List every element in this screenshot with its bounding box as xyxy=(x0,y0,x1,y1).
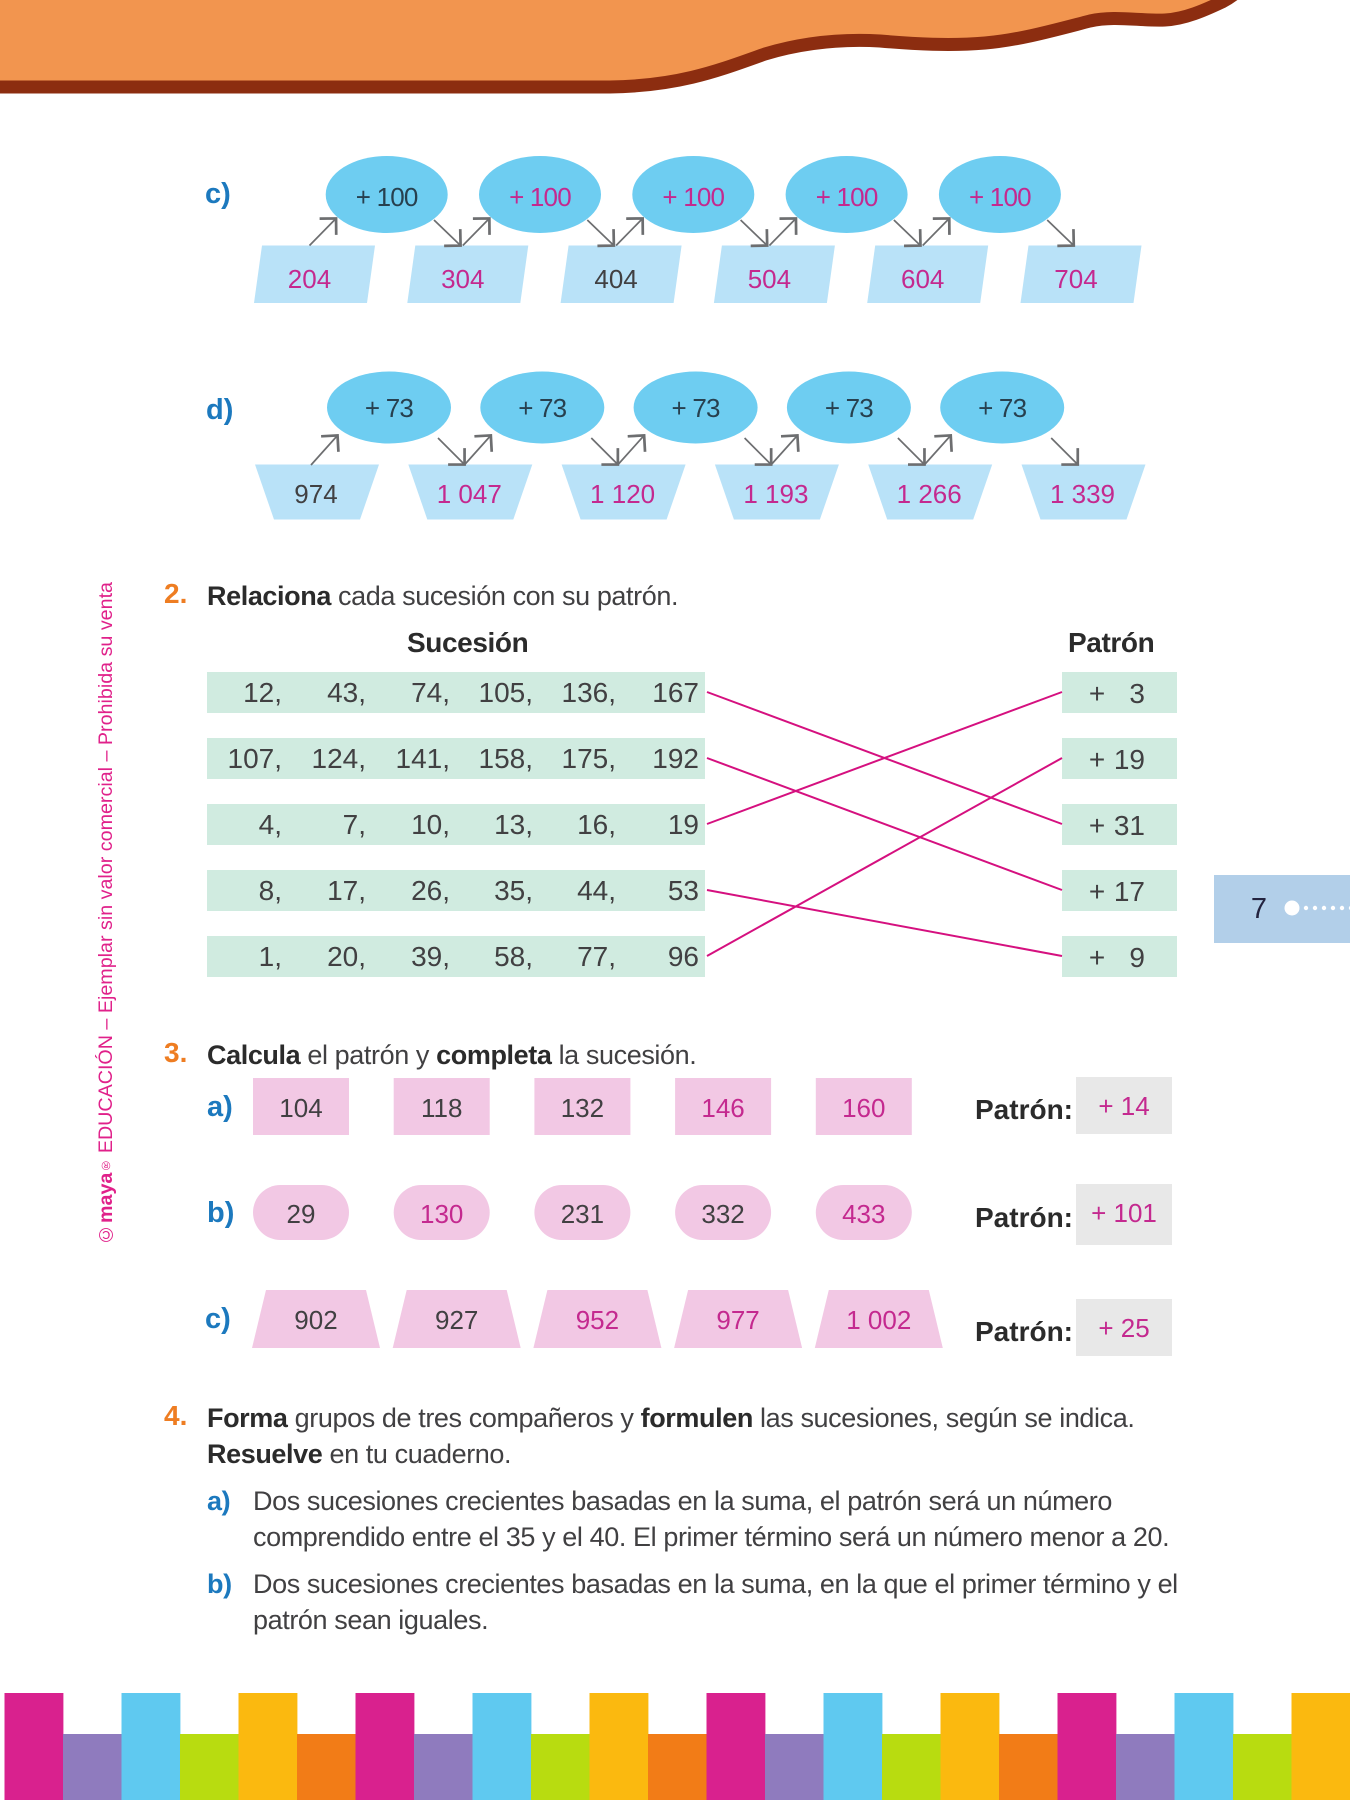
svg-text:104: 104 xyxy=(279,1093,322,1123)
svg-text:192: 192 xyxy=(652,743,699,774)
svg-text:+ 73: + 73 xyxy=(672,393,720,423)
svg-text:53: 53 xyxy=(668,875,699,906)
svg-text:+ 25: + 25 xyxy=(1098,1313,1149,1343)
svg-text:332: 332 xyxy=(701,1199,744,1229)
svg-text:+ 73: + 73 xyxy=(518,393,566,423)
svg-text:35,: 35, xyxy=(494,875,533,906)
svg-text:16,: 16, xyxy=(577,809,616,840)
svg-text:974: 974 xyxy=(294,479,337,509)
svg-text:+: + xyxy=(1089,678,1105,709)
svg-text:+ 73: + 73 xyxy=(825,393,873,423)
svg-text:304: 304 xyxy=(441,264,484,294)
svg-text:1 266: 1 266 xyxy=(897,479,962,509)
svg-text:b): b) xyxy=(207,1197,234,1229)
svg-text:132: 132 xyxy=(561,1093,604,1123)
svg-text:10,: 10, xyxy=(411,809,450,840)
svg-text:+ 100: + 100 xyxy=(509,182,571,212)
svg-text:141,: 141, xyxy=(396,743,451,774)
svg-text:1 339: 1 339 xyxy=(1050,479,1115,509)
svg-text:a): a) xyxy=(207,1091,233,1123)
svg-text:952: 952 xyxy=(576,1305,619,1335)
svg-text:26,: 26, xyxy=(411,875,450,906)
svg-text:231: 231 xyxy=(561,1199,604,1229)
svg-text:204: 204 xyxy=(288,264,331,294)
svg-text:175,: 175, xyxy=(562,743,617,774)
svg-text:1 193: 1 193 xyxy=(743,479,808,509)
svg-text:7,: 7, xyxy=(343,809,366,840)
svg-text:74,: 74, xyxy=(411,677,450,708)
svg-text:1 002: 1 002 xyxy=(846,1305,911,1335)
svg-text:136,: 136, xyxy=(562,677,617,708)
svg-text:1,: 1, xyxy=(259,941,282,972)
svg-text:433: 433 xyxy=(842,1199,885,1229)
svg-text:1 047: 1 047 xyxy=(437,479,502,509)
svg-text:17: 17 xyxy=(1114,876,1145,907)
svg-text:19: 19 xyxy=(1114,744,1145,775)
svg-text:118: 118 xyxy=(421,1093,462,1123)
svg-text:3: 3 xyxy=(1129,678,1145,709)
svg-text:107,: 107, xyxy=(228,743,283,774)
svg-text:d): d) xyxy=(206,394,233,426)
svg-text:58,: 58, xyxy=(494,941,533,972)
svg-text:12,: 12, xyxy=(243,677,282,708)
svg-text:977: 977 xyxy=(716,1305,759,1335)
svg-text:Patrón:: Patrón: xyxy=(975,1094,1073,1125)
svg-text:c): c) xyxy=(205,1303,231,1335)
svg-text:39,: 39, xyxy=(411,941,450,972)
svg-text:124,: 124, xyxy=(312,743,367,774)
svg-text:1 120: 1 120 xyxy=(590,479,655,509)
svg-text:+ 101: + 101 xyxy=(1091,1198,1157,1228)
svg-text:44,: 44, xyxy=(577,875,616,906)
svg-text:+: + xyxy=(1089,810,1105,841)
svg-text:Patrón:: Patrón: xyxy=(975,1202,1073,1233)
svg-text:13,: 13, xyxy=(494,809,533,840)
svg-text:158,: 158, xyxy=(479,743,534,774)
svg-text:105,: 105, xyxy=(479,677,534,708)
svg-text:+ 100: + 100 xyxy=(356,182,418,212)
svg-text:31: 31 xyxy=(1114,810,1145,841)
svg-text:+ 100: + 100 xyxy=(662,182,724,212)
svg-text:4,: 4, xyxy=(259,809,282,840)
svg-text:8,: 8, xyxy=(259,875,282,906)
svg-text:+: + xyxy=(1089,744,1105,775)
svg-text:17,: 17, xyxy=(327,875,366,906)
svg-text:+ 100: + 100 xyxy=(969,182,1031,212)
svg-text:160: 160 xyxy=(842,1093,885,1123)
svg-text:146: 146 xyxy=(701,1093,744,1123)
svg-text:9: 9 xyxy=(1129,942,1145,973)
svg-text:+ 14: + 14 xyxy=(1098,1091,1149,1121)
svg-text:+ 73: + 73 xyxy=(365,393,413,423)
svg-text:902: 902 xyxy=(294,1305,337,1335)
svg-text:167: 167 xyxy=(652,677,699,708)
svg-text:+ 73: + 73 xyxy=(978,393,1026,423)
svg-text:20,: 20, xyxy=(327,941,366,972)
svg-text:77,: 77, xyxy=(577,941,616,972)
svg-text:c): c) xyxy=(205,178,231,210)
svg-text:130: 130 xyxy=(420,1199,463,1229)
svg-text:+ 100: + 100 xyxy=(816,182,878,212)
svg-text:19: 19 xyxy=(668,809,699,840)
svg-text:+: + xyxy=(1089,942,1105,973)
svg-text:404: 404 xyxy=(594,264,637,294)
svg-text:+: + xyxy=(1089,876,1105,907)
svg-text:43,: 43, xyxy=(327,677,366,708)
svg-text:Patrón:: Patrón: xyxy=(975,1316,1073,1347)
svg-text:604: 604 xyxy=(901,264,944,294)
svg-text:29: 29 xyxy=(287,1199,316,1229)
svg-text:7: 7 xyxy=(1251,893,1267,925)
svg-text:704: 704 xyxy=(1054,264,1097,294)
svg-text:504: 504 xyxy=(748,264,791,294)
svg-text:96: 96 xyxy=(668,941,699,972)
svg-text:927: 927 xyxy=(435,1305,478,1335)
